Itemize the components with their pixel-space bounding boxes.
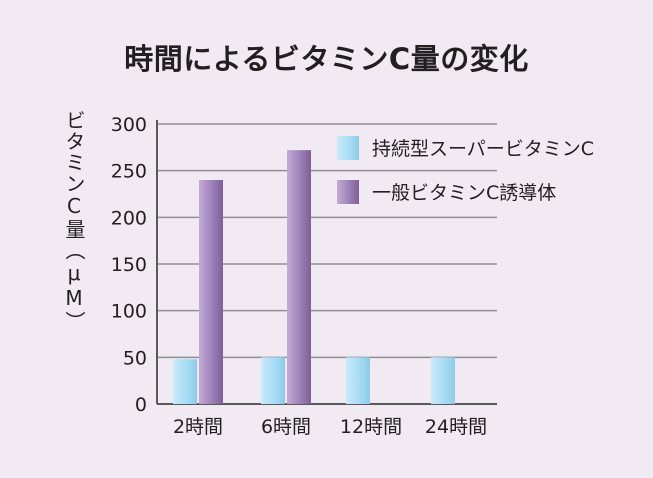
legend: 持続型スーパービタミンC 一般ビタミンC誘導体 <box>337 136 594 204</box>
y-tick-label: 50 <box>123 347 147 369</box>
legend-label: 持続型スーパービタミンC <box>372 138 594 160</box>
tick-labels: 0 50 100 150 200 250 300 2時間 6時間 12時間 24時間 <box>111 114 487 438</box>
x-tick-label: 24時間 <box>425 416 487 438</box>
x-tick-label: 2時間 <box>173 416 223 438</box>
legend-label: 一般ビタミンC誘導体 <box>372 182 556 204</box>
y-tick-label: 300 <box>111 114 147 136</box>
bar <box>173 359 197 404</box>
y-tick-label: 200 <box>111 207 147 229</box>
bar <box>431 357 455 404</box>
bar <box>346 357 370 404</box>
bar <box>261 357 285 404</box>
bars <box>173 150 455 404</box>
y-tick-label: 100 <box>111 301 147 323</box>
y-tick-label: 150 <box>111 254 147 276</box>
y-axis-label: ビタミンC量（μM） <box>62 110 86 332</box>
legend-swatch <box>337 136 359 160</box>
x-tick-label: 12時間 <box>340 416 402 438</box>
bar <box>287 150 311 404</box>
legend-swatch <box>337 180 359 204</box>
x-tick-label: 6時間 <box>261 416 311 438</box>
chart-title: 時間によるビタミンC量の変化 <box>124 42 529 76</box>
y-tick-label: 250 <box>111 161 147 183</box>
y-tick-label: 0 <box>135 394 147 416</box>
bar <box>199 180 223 404</box>
